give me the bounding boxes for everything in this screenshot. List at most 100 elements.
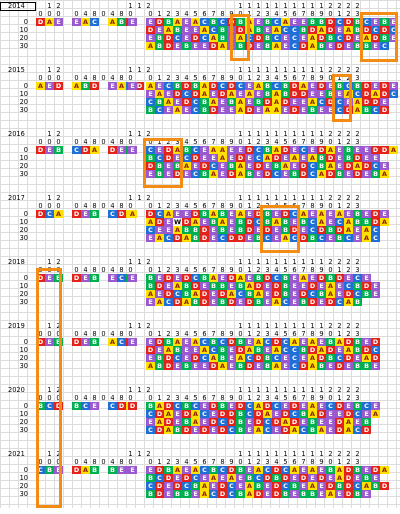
grid-cell[interactable]: E — [173, 154, 182, 162]
grid-cell[interactable]: D — [290, 82, 299, 90]
grid-cell[interactable]: E — [227, 346, 236, 354]
grid-cell[interactable]: B — [209, 218, 218, 226]
grid-cell[interactable]: B — [245, 290, 254, 298]
grid-cell[interactable]: E — [191, 362, 200, 370]
grid-cell[interactable]: A — [290, 466, 299, 474]
grid-cell[interactable]: E — [299, 338, 308, 346]
grid-cell[interactable]: B — [308, 418, 317, 426]
grid-cell[interactable]: C — [191, 106, 200, 114]
grid-cell[interactable]: B — [227, 98, 236, 106]
grid-cell[interactable]: C — [335, 354, 344, 362]
grid-cell[interactable]: C — [146, 482, 155, 490]
grid-cell[interactable]: E — [344, 98, 353, 106]
summary-cell[interactable]: C — [45, 210, 54, 218]
grid-cell[interactable]: D — [344, 490, 353, 498]
grid-cell[interactable]: E — [173, 410, 182, 418]
grid-cell[interactable]: C — [335, 18, 344, 26]
grid-cell[interactable]: D — [344, 466, 353, 474]
grid-cell[interactable]: B — [182, 42, 191, 50]
summary-cell[interactable]: D — [117, 402, 126, 410]
grid-cell[interactable]: A — [362, 226, 371, 234]
grid-cell[interactable]: E — [245, 274, 254, 282]
grid-cell[interactable]: B — [200, 98, 209, 106]
grid-cell[interactable]: D — [272, 290, 281, 298]
grid-cell[interactable]: D — [164, 474, 173, 482]
grid-cell[interactable]: C — [146, 426, 155, 434]
grid-cell[interactable]: E — [317, 106, 326, 114]
grid-cell[interactable]: B — [200, 274, 209, 282]
grid-cell[interactable]: A — [362, 34, 371, 42]
grid-cell[interactable]: E — [353, 226, 362, 234]
grid-cell[interactable]: E — [254, 42, 263, 50]
grid-cell[interactable]: C — [299, 146, 308, 154]
grid-cell[interactable]: E — [245, 210, 254, 218]
grid-cell[interactable]: B — [335, 170, 344, 178]
grid-cell[interactable]: E — [209, 234, 218, 242]
grid-cell[interactable]: A — [344, 218, 353, 226]
grid-cell[interactable]: E — [200, 42, 209, 50]
grid-cell[interactable]: E — [236, 482, 245, 490]
grid-cell[interactable]: B — [209, 466, 218, 474]
grid-cell[interactable]: B — [362, 362, 371, 370]
grid-cell[interactable]: E — [290, 490, 299, 498]
grid-cell[interactable]: C — [371, 106, 380, 114]
grid-cell[interactable]: B — [353, 218, 362, 226]
grid-cell[interactable]: B — [317, 18, 326, 26]
grid-cell[interactable]: A — [200, 482, 209, 490]
grid-cell[interactable]: A — [317, 170, 326, 178]
grid-cell[interactable]: C — [146, 226, 155, 234]
grid-cell[interactable]: E — [263, 346, 272, 354]
grid-cell[interactable]: E — [281, 154, 290, 162]
grid-cell[interactable]: D — [326, 298, 335, 306]
grid-cell[interactable]: D — [146, 346, 155, 354]
grid-cell[interactable]: C — [290, 354, 299, 362]
grid-cell[interactable]: D — [308, 26, 317, 34]
grid-cell[interactable]: C — [200, 466, 209, 474]
grid-cell[interactable]: D — [299, 162, 308, 170]
grid-cell[interactable]: E — [353, 34, 362, 42]
grid-cell[interactable]: A — [362, 354, 371, 362]
grid-cell[interactable]: A — [281, 234, 290, 242]
grid-cell[interactable]: B — [236, 426, 245, 434]
grid-cell[interactable]: D — [317, 34, 326, 42]
grid-cell[interactable]: B — [191, 234, 200, 242]
grid-cell[interactable]: A — [353, 106, 362, 114]
grid-cell[interactable]: D — [200, 426, 209, 434]
grid-cell[interactable]: A — [344, 26, 353, 34]
grid-cell[interactable]: B — [299, 490, 308, 498]
grid-cell[interactable]: A — [173, 226, 182, 234]
grid-cell[interactable]: A — [254, 338, 263, 346]
grid-cell[interactable]: E — [281, 362, 290, 370]
grid-cell[interactable]: A — [245, 490, 254, 498]
grid-cell[interactable]: D — [236, 234, 245, 242]
grid-cell[interactable]: B — [353, 466, 362, 474]
grid-cell[interactable]: B — [281, 90, 290, 98]
grid-cell[interactable]: A — [308, 98, 317, 106]
grid-cell[interactable]: E — [317, 90, 326, 98]
grid-cell[interactable]: C — [344, 234, 353, 242]
grid-cell[interactable]: D — [182, 474, 191, 482]
grid-cell[interactable]: B — [164, 466, 173, 474]
grid-cell[interactable]: A — [164, 210, 173, 218]
summary-cell[interactable]: D — [128, 402, 137, 410]
grid-cell[interactable]: E — [326, 426, 335, 434]
grid-cell[interactable]: D — [173, 234, 182, 242]
grid-cell[interactable]: D — [182, 274, 191, 282]
grid-cell[interactable]: D — [191, 154, 200, 162]
grid-cell[interactable]: B — [353, 346, 362, 354]
grid-cell[interactable]: B — [353, 26, 362, 34]
grid-cell[interactable]: A — [317, 426, 326, 434]
grid-cell[interactable]: E — [146, 418, 155, 426]
grid-cell[interactable]: D — [164, 146, 173, 154]
grid-cell[interactable]: E — [344, 42, 353, 50]
grid-cell[interactable]: D — [227, 298, 236, 306]
grid-cell[interactable]: D — [218, 490, 227, 498]
grid-cell[interactable]: B — [200, 170, 209, 178]
grid-cell[interactable]: E — [362, 410, 371, 418]
grid-cell[interactable]: A — [209, 170, 218, 178]
grid-cell[interactable]: A — [344, 418, 353, 426]
grid-cell[interactable]: D — [335, 274, 344, 282]
grid-cell[interactable]: A — [245, 482, 254, 490]
grid-cell[interactable]: E — [272, 410, 281, 418]
grid-cell[interactable]: A — [155, 90, 164, 98]
